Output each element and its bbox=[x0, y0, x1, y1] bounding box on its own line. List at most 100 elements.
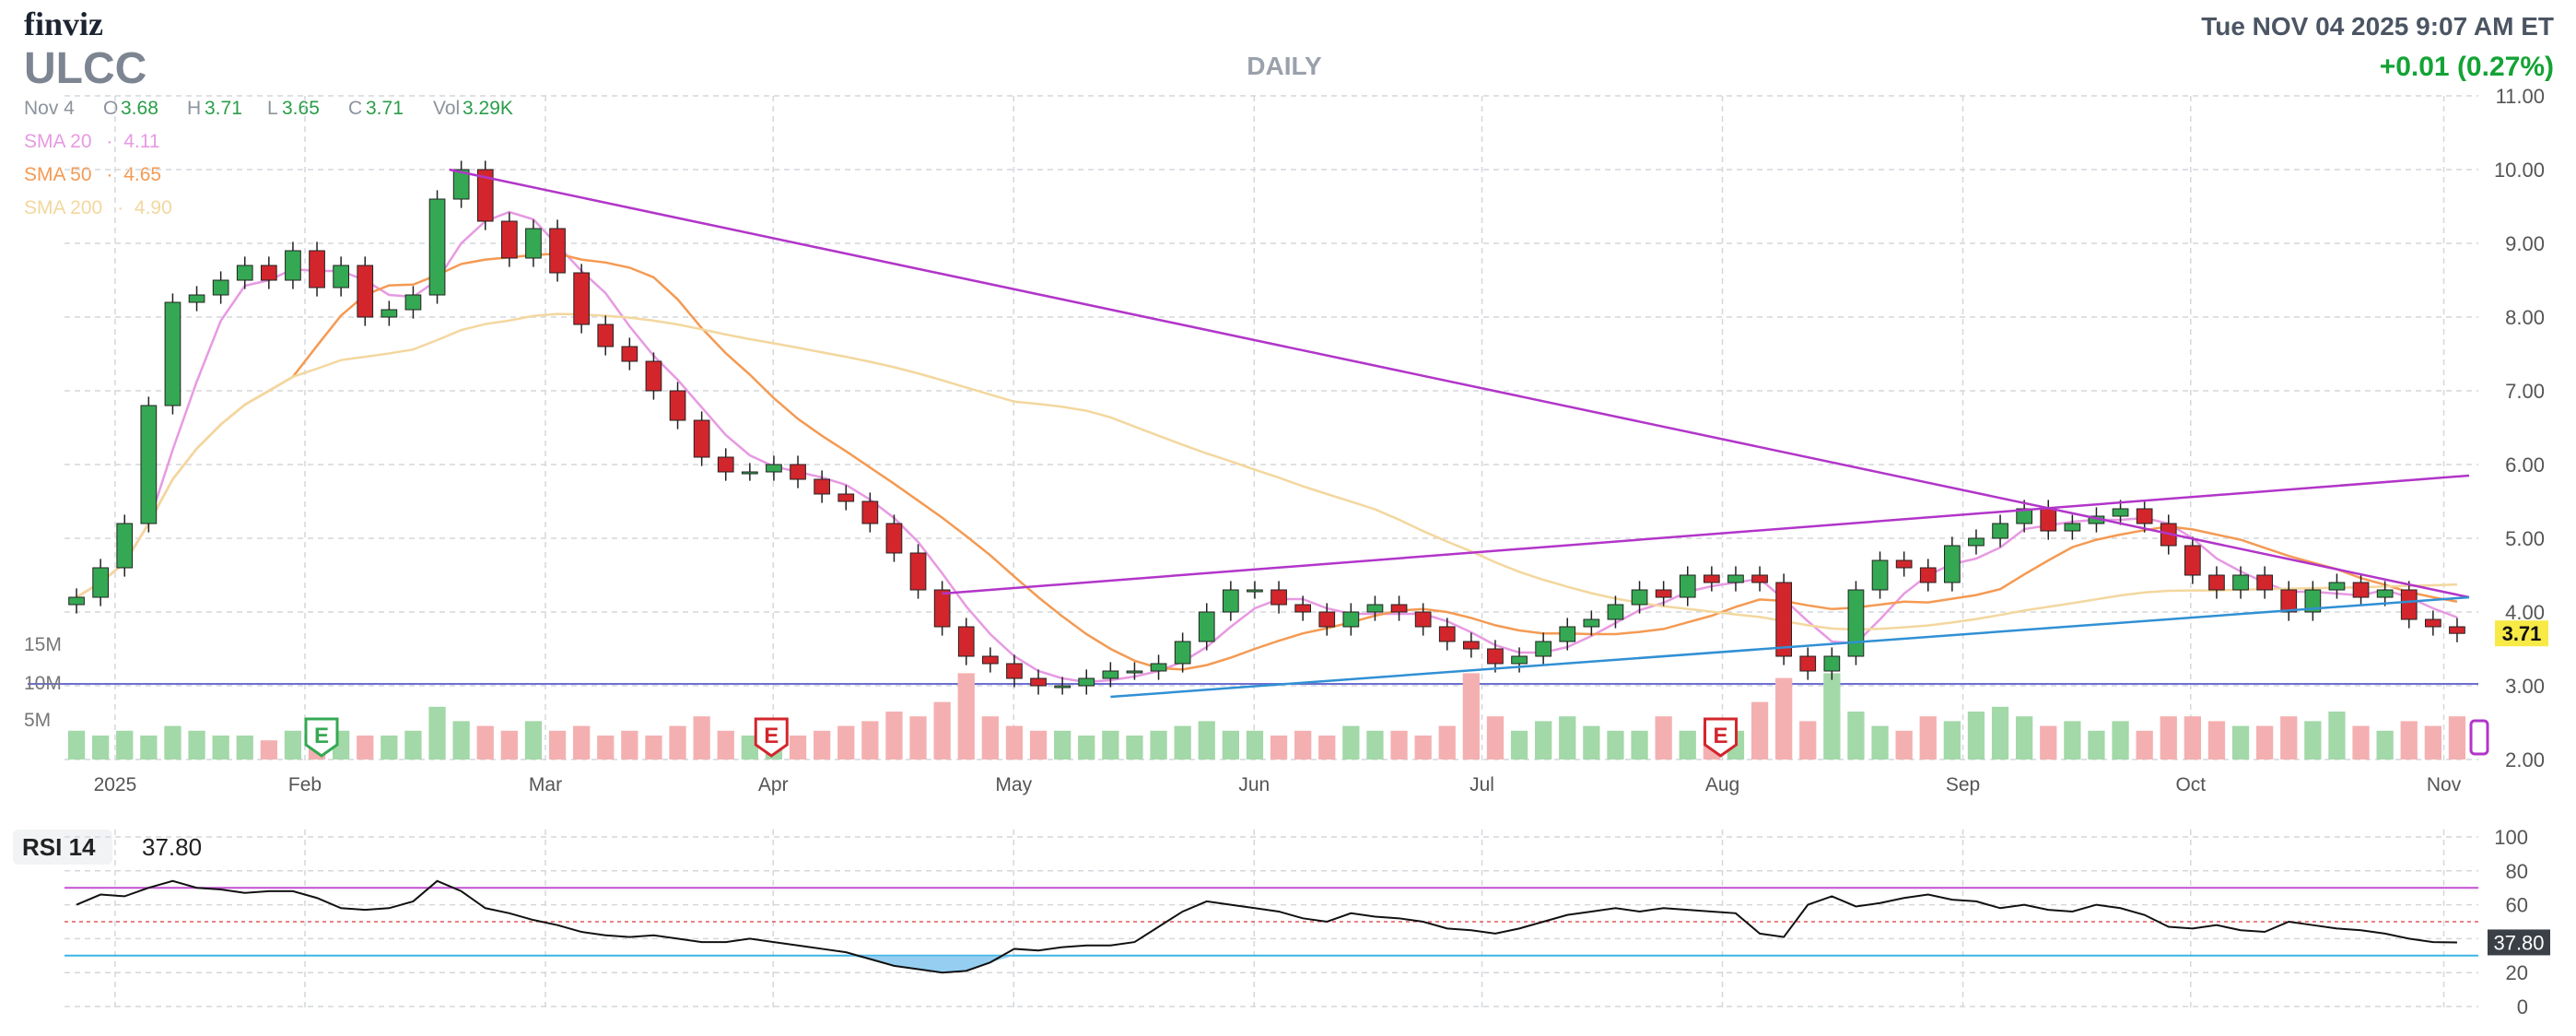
volume-bar bbox=[2088, 730, 2105, 759]
candle-body bbox=[837, 493, 855, 502]
candle bbox=[909, 544, 927, 599]
earnings-badge bbox=[304, 717, 339, 758]
volume-bar bbox=[1895, 730, 1913, 759]
candle-body bbox=[933, 589, 951, 628]
last-price-label: 3.71 bbox=[2502, 622, 2542, 645]
candle bbox=[1390, 595, 1408, 621]
candle-body bbox=[1727, 574, 1744, 583]
candle-body bbox=[645, 360, 662, 392]
candle-body bbox=[1511, 655, 1528, 665]
candle bbox=[2256, 566, 2274, 599]
candle-body bbox=[1559, 626, 1576, 642]
finviz-logo[interactable]: finviz bbox=[24, 6, 103, 42]
candle-body bbox=[285, 250, 301, 281]
volume-bar bbox=[861, 721, 879, 759]
volume-bar bbox=[814, 730, 831, 759]
candle bbox=[790, 455, 806, 489]
earnings-label: E bbox=[764, 724, 779, 748]
candle-body bbox=[1871, 559, 1889, 591]
candle-body bbox=[573, 272, 591, 325]
volume-bar bbox=[1198, 721, 1215, 759]
candle-body bbox=[693, 419, 710, 458]
candle-body bbox=[1775, 582, 1793, 657]
upper-channel-line bbox=[942, 474, 2470, 595]
volume-bar bbox=[404, 730, 422, 759]
candle bbox=[1871, 551, 1889, 599]
ohlc-readout: Nov 4 O 3.68 H 3.71 L 3.65 C 3.71 Vol 3.… bbox=[24, 98, 513, 119]
volume-bar bbox=[140, 736, 158, 759]
candle-body bbox=[2232, 574, 2249, 591]
low-label: L bbox=[267, 98, 278, 119]
candle-body bbox=[1247, 589, 1263, 593]
volume-bar bbox=[2376, 730, 2394, 759]
volume-bar bbox=[1751, 701, 1769, 759]
candle-body bbox=[1487, 648, 1504, 665]
candlesticks[interactable] bbox=[68, 160, 2465, 695]
volume-bar bbox=[1246, 730, 1264, 759]
volume-bar bbox=[669, 725, 686, 759]
earnings-label: E bbox=[314, 724, 329, 748]
candle bbox=[1198, 603, 1215, 651]
volume-bar bbox=[1871, 725, 1889, 759]
volume-bar bbox=[2424, 725, 2441, 759]
candle-body bbox=[525, 228, 542, 259]
vol-label: Vol bbox=[433, 98, 460, 119]
candle bbox=[1992, 514, 2008, 547]
candle bbox=[1342, 603, 1360, 636]
volume-bar bbox=[741, 736, 758, 759]
candle-body bbox=[92, 567, 110, 598]
rsi-label-box bbox=[13, 830, 112, 865]
candle-body bbox=[790, 464, 806, 480]
candle bbox=[573, 264, 591, 334]
candle-body bbox=[2112, 508, 2129, 517]
candle bbox=[1462, 632, 1480, 658]
sma-lines bbox=[76, 210, 2458, 684]
price-tick-11.00: 11.00 bbox=[2496, 85, 2545, 108]
timeframe-label[interactable]: DAILY bbox=[1247, 52, 1322, 80]
candle-body bbox=[597, 324, 615, 347]
volume-bar bbox=[1342, 725, 1360, 759]
candle-body bbox=[188, 294, 205, 303]
candle bbox=[2064, 514, 2081, 540]
volume-bar bbox=[2352, 725, 2370, 759]
candle-body bbox=[212, 279, 229, 296]
volume-bar bbox=[1799, 721, 1817, 759]
candle-body bbox=[885, 523, 903, 554]
candle-body bbox=[2376, 589, 2394, 598]
downtrend-line bbox=[449, 168, 2470, 599]
candle-body bbox=[1583, 618, 1600, 628]
candle-body bbox=[861, 500, 879, 524]
candle-body bbox=[2352, 582, 2370, 598]
volume-bar bbox=[2256, 725, 2274, 759]
candle bbox=[1078, 669, 1095, 695]
rsi-tick-60: 60 bbox=[2506, 894, 2528, 917]
volume-bar bbox=[837, 725, 855, 759]
candle bbox=[1366, 595, 1384, 621]
candle-body bbox=[717, 456, 734, 473]
date-label-Jun: Jun bbox=[1238, 774, 1270, 795]
volume-bar bbox=[1847, 712, 1865, 759]
trendlines[interactable] bbox=[449, 168, 2470, 699]
volume-bar bbox=[2184, 716, 2201, 759]
sma20-line bbox=[76, 210, 2458, 684]
candle bbox=[236, 256, 253, 289]
candle-body bbox=[1847, 589, 1865, 657]
candle-body bbox=[957, 626, 975, 657]
candle bbox=[1943, 536, 1961, 592]
price-tick-5.00: 5.00 bbox=[2505, 527, 2545, 550]
volume-bar bbox=[573, 725, 591, 759]
volume-bar bbox=[1005, 725, 1024, 759]
sma200-line bbox=[76, 312, 2457, 631]
candle bbox=[92, 559, 110, 606]
open-value: 3.68 bbox=[121, 98, 158, 119]
candle-body bbox=[1799, 655, 1817, 672]
candle bbox=[693, 411, 710, 466]
last-price-badge bbox=[2495, 620, 2548, 647]
date-label-May: May bbox=[995, 774, 1032, 795]
candle bbox=[861, 492, 879, 533]
candle bbox=[1054, 677, 1071, 695]
ticker-symbol[interactable]: ULCC bbox=[24, 44, 146, 93]
candle bbox=[837, 485, 855, 511]
candle bbox=[1655, 581, 1672, 606]
